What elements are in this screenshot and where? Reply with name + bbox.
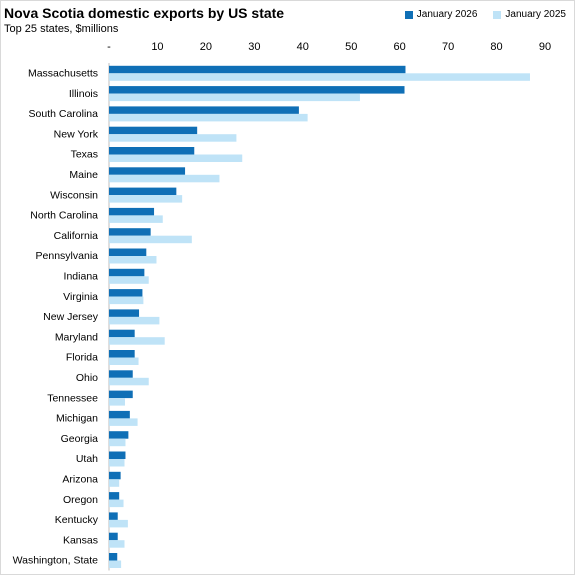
bar-2026: [109, 126, 198, 135]
bar-2026: [109, 167, 186, 175]
category-label: South Carolina: [29, 108, 99, 120]
legend-swatch-2025: [493, 10, 502, 19]
x-tick-label: -: [107, 41, 111, 53]
bar-2026: [109, 553, 118, 561]
bar-2025: [109, 519, 128, 528]
category-label: California: [54, 230, 99, 242]
x-tick-label: 90: [539, 41, 551, 53]
bar-2025: [109, 296, 144, 305]
x-tick-label: 60: [394, 41, 406, 53]
category-label: Arizona: [62, 474, 98, 486]
x-tick-label: 20: [200, 41, 212, 53]
legend-item-2025: January 2025: [493, 9, 566, 20]
x-tick-label: 30: [248, 41, 260, 53]
category-label: Georgia: [61, 433, 99, 445]
bar-2025: [109, 276, 149, 284]
bar-2026: [109, 390, 133, 399]
category-label: Pennsylvania: [36, 250, 99, 262]
category-label: Wisconsin: [50, 189, 98, 201]
bar-2026: [109, 228, 151, 236]
bar-2025: [109, 73, 530, 81]
bar-2025: [109, 134, 237, 142]
bar-2025: [109, 479, 120, 487]
bar-2025: [109, 438, 126, 447]
bar-2025: [109, 357, 139, 365]
category-label: Texas: [71, 149, 98, 161]
bar-2026: [109, 492, 120, 500]
bar-2026: [109, 65, 406, 74]
legend: January 2026 January 2025: [395, 9, 566, 20]
category-label: Tennessee: [47, 392, 98, 404]
bar-2026: [109, 532, 118, 541]
x-tick-label: 10: [151, 41, 163, 53]
bar-2025: [109, 337, 165, 345]
category-label: Kentucky: [55, 514, 99, 526]
x-tick-label: 80: [490, 41, 502, 53]
category-label: Kansas: [63, 534, 98, 546]
category-label: Utah: [76, 453, 98, 465]
bar-2026: [109, 248, 147, 256]
bar-2025: [109, 499, 124, 508]
bar-2025: [109, 377, 149, 386]
bar-2025: [109, 195, 183, 203]
bar-2026: [109, 147, 195, 155]
bar-2026: [109, 370, 133, 378]
bar-2025: [109, 215, 163, 223]
bar-2026: [109, 86, 405, 94]
category-label: Massachusetts: [28, 68, 98, 80]
category-label: Ohio: [76, 372, 98, 384]
bar-2025: [109, 540, 125, 548]
bar-2026: [109, 329, 135, 338]
category-label: Virginia: [63, 291, 98, 303]
category-label: Florida: [66, 352, 98, 364]
category-label: Indiana: [64, 271, 99, 283]
bar-2026: [109, 106, 299, 114]
bar-2026: [109, 350, 135, 358]
x-tick-label: 50: [345, 41, 357, 53]
bar-2025: [109, 113, 308, 122]
legend-swatch-2026: [404, 10, 413, 19]
bar-2026: [109, 207, 155, 216]
bar-2025: [109, 418, 138, 426]
x-tick-label: 70: [442, 41, 454, 53]
x-tick-label: 40: [297, 41, 309, 53]
bar-2025: [109, 174, 220, 183]
category-label: Maine: [69, 169, 98, 181]
bar-2025: [109, 398, 125, 406]
category-label: Michigan: [56, 413, 98, 425]
bar-2026: [109, 410, 130, 419]
bar-2025: [109, 316, 160, 325]
bar-2026: [109, 187, 177, 196]
bar-2025: [109, 560, 122, 568]
category-label: North Carolina: [30, 210, 98, 222]
bar-2026: [109, 451, 126, 459]
bar-2026: [109, 289, 143, 297]
bar-2026: [109, 431, 129, 439]
legend-label-2025: January 2025: [505, 9, 566, 20]
chart-title: Nova Scotia domestic exports by US state: [4, 5, 285, 21]
chart-subtitle: Top 25 states, $millions: [4, 23, 119, 35]
bar-2025: [109, 93, 360, 102]
category-label: New York: [54, 128, 99, 140]
bar-2026: [109, 512, 118, 520]
category-label: Illinois: [69, 88, 98, 100]
bar-2025: [109, 459, 125, 467]
bar-2026: [109, 268, 145, 277]
category-label: Maryland: [55, 331, 98, 343]
bar-2026: [109, 471, 121, 480]
category-label: New Jersey: [43, 311, 99, 323]
category-label: Oregon: [63, 494, 98, 506]
bar-2026: [109, 309, 140, 317]
legend-label-2026: January 2026: [416, 9, 478, 20]
bar-2025: [109, 154, 243, 162]
category-label: Washington, State: [13, 555, 99, 567]
bar-2025: [109, 235, 192, 244]
legend-item-2026: January 2026: [404, 9, 478, 20]
bar-2025: [109, 256, 157, 264]
